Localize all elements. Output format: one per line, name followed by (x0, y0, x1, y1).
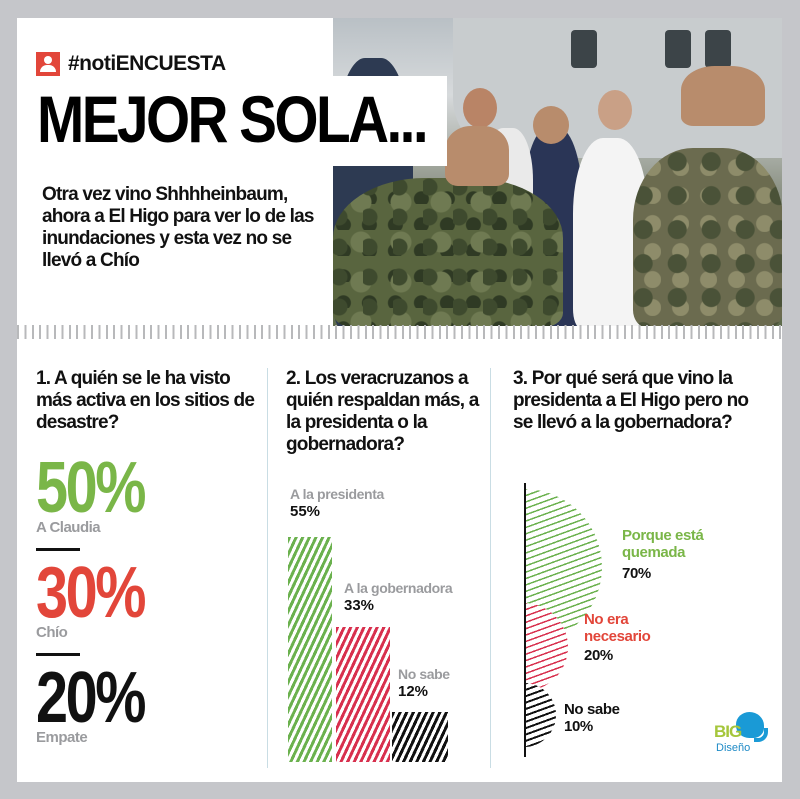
slice-label-quemada: Porque está quemada (622, 527, 704, 561)
person-head (533, 106, 569, 144)
bar-label-presidenta: A la presidenta (290, 486, 384, 502)
bar-label-nosabe: No sabe (398, 666, 450, 682)
q1-panel: 1. A quién se le ha visto más activa en … (36, 368, 261, 746)
helicopter-window (705, 30, 731, 68)
soldier-silhouette (333, 178, 563, 326)
header-photo (333, 18, 782, 326)
soldier-cap (445, 126, 509, 186)
user-icon (36, 52, 60, 76)
tick-divider (17, 325, 782, 339)
hashtag-label: #notiENCUESTA (68, 52, 226, 75)
bar-value-presidenta: 55% (290, 503, 321, 520)
elephant-trunk (754, 728, 768, 742)
q1-result: 30% Chío (36, 553, 261, 641)
q3-question: 3. Por qué será que vino la presidenta a… (513, 368, 749, 433)
slice-label-no-necesario: No era necesario (584, 611, 651, 645)
slice-label-nosabe: No sabe (564, 701, 620, 718)
chart-axis (524, 483, 526, 757)
q3-panel: 3. Por qué será que vino la presidenta a… (513, 368, 753, 434)
column-divider (267, 368, 268, 768)
logo-diseno-text: Diseño (716, 742, 751, 754)
q3-half-disc-chart: Porque está quemada 70% No era necesario… (524, 483, 774, 763)
soldier-cap (681, 66, 765, 126)
q1-result: 50% A Claudia (36, 448, 261, 536)
q1-rule (36, 548, 80, 551)
q1-result: 20% Empate (36, 658, 261, 746)
helicopter-window (571, 30, 597, 68)
bar-value-gobernadora: 33% (344, 597, 375, 614)
q2-panel: 2. Los veracruzanos a quién respaldan má… (286, 368, 486, 456)
big-diseno-logo: BIG Diseño (714, 712, 774, 762)
logo-big-text: BIG (714, 722, 742, 741)
q1-label-claudia: A Claudia (36, 519, 101, 536)
q1-question: 1. A quién se le ha visto más activa en … (36, 368, 255, 433)
q2-bar-chart: A la presidenta 55% A la gobernadora 33%… (288, 480, 488, 762)
slice-value-quemada: 70% (622, 565, 651, 582)
intro-text: Otra vez vino Shhhheinbaum, ahora a El H… (42, 184, 314, 271)
q1-label-empate: Empate (36, 729, 88, 746)
slice-value-no-necesario: 20% (584, 647, 613, 664)
soldier-silhouette (633, 148, 782, 326)
person-head (463, 88, 497, 128)
column-divider (490, 368, 491, 768)
q1-rule (36, 653, 80, 656)
slice-nosabe (524, 683, 556, 747)
bar-presidenta (288, 537, 332, 762)
person-head (598, 90, 632, 130)
helicopter-window (665, 30, 691, 68)
q1-label-chio: Chío (36, 624, 68, 641)
q1-pct-claudia: 50% (36, 448, 146, 528)
bar-nosabe (392, 712, 448, 762)
bar-gobernadora (336, 627, 390, 762)
q1-pct-empate: 20% (36, 658, 146, 738)
q2-question: 2. Los veracruzanos a quién respaldan má… (286, 368, 479, 455)
bar-value-nosabe: 12% (398, 683, 429, 700)
slice-value-nosabe: 10% (564, 718, 593, 735)
q1-pct-chio: 30% (36, 553, 146, 633)
title-box: MEJOR SOLA... (17, 76, 447, 166)
bar-label-gobernadora: A la gobernadora (344, 580, 453, 596)
page-title: MEJOR SOLA... (37, 82, 429, 156)
hashtag-row: #notiENCUESTA (36, 52, 226, 76)
